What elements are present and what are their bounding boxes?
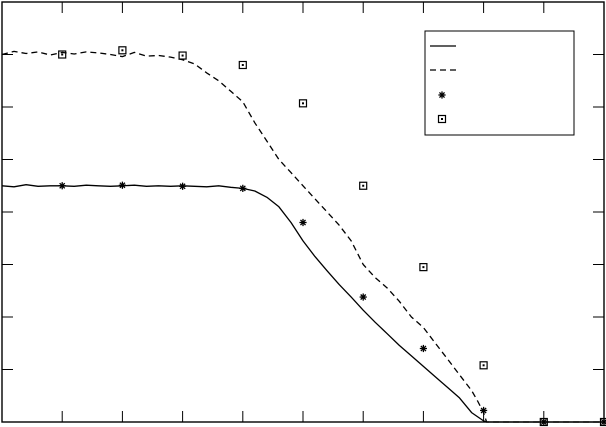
star-marker bbox=[239, 184, 247, 192]
star-marker-stroke bbox=[59, 182, 66, 189]
star-marker bbox=[58, 182, 66, 190]
legend bbox=[424, 30, 575, 136]
square-marker bbox=[178, 51, 187, 60]
square-marker-dot bbox=[542, 421, 545, 423]
square-marker-dot bbox=[422, 266, 425, 269]
square-marker-box bbox=[599, 417, 606, 427]
square-marker-box bbox=[359, 181, 368, 190]
square-marker bbox=[479, 361, 488, 370]
plot-area bbox=[1, 46, 606, 427]
square-marker bbox=[539, 417, 548, 427]
legend-frame bbox=[424, 30, 575, 136]
star-marker-stroke bbox=[119, 182, 126, 189]
star-marker bbox=[419, 344, 427, 353]
square-marker bbox=[238, 60, 247, 70]
square-marker bbox=[298, 99, 308, 108]
square-marker-dot bbox=[121, 49, 124, 52]
square-marker bbox=[359, 181, 368, 190]
square-marker-dot bbox=[603, 421, 605, 423]
square-marker-dot bbox=[302, 102, 304, 105]
star-marker-stroke bbox=[360, 294, 367, 301]
square-marker bbox=[419, 263, 428, 272]
star-marker-stroke bbox=[420, 345, 427, 352]
star-marker bbox=[118, 181, 126, 189]
square-marker bbox=[118, 46, 127, 55]
square-marker-dot bbox=[482, 364, 485, 367]
square-marker-dot bbox=[181, 54, 184, 57]
square-marker bbox=[599, 417, 606, 427]
star-marker bbox=[179, 182, 187, 190]
series-1-line bbox=[1, 184, 604, 423]
square-marker-box bbox=[178, 51, 187, 60]
legend-square-marker-box bbox=[437, 114, 447, 124]
star-marker bbox=[480, 406, 488, 415]
square-marker-dot bbox=[362, 184, 365, 187]
legend-square-marker bbox=[437, 114, 447, 124]
square-marker-dot bbox=[241, 64, 244, 66]
square-marker bbox=[58, 50, 67, 59]
star-marker bbox=[299, 218, 307, 227]
square-marker-box bbox=[539, 417, 548, 427]
legend-star-marker-stroke bbox=[438, 91, 446, 99]
square-marker-dot bbox=[61, 53, 64, 56]
square-marker-box bbox=[479, 361, 488, 370]
star-marker-stroke bbox=[299, 219, 307, 226]
square-marker-box bbox=[58, 50, 67, 59]
star-marker bbox=[359, 293, 367, 301]
star-marker-stroke bbox=[239, 185, 246, 192]
square-marker-box bbox=[298, 99, 308, 108]
star-marker-stroke bbox=[480, 407, 487, 414]
square-marker-box bbox=[238, 60, 247, 70]
star-marker-stroke bbox=[179, 183, 186, 190]
square-marker-box bbox=[419, 263, 428, 272]
series-2-line bbox=[1, 50, 604, 423]
legend-square-marker-dot bbox=[441, 118, 443, 120]
square-marker-box bbox=[118, 46, 127, 55]
legend-star-marker bbox=[438, 91, 446, 99]
